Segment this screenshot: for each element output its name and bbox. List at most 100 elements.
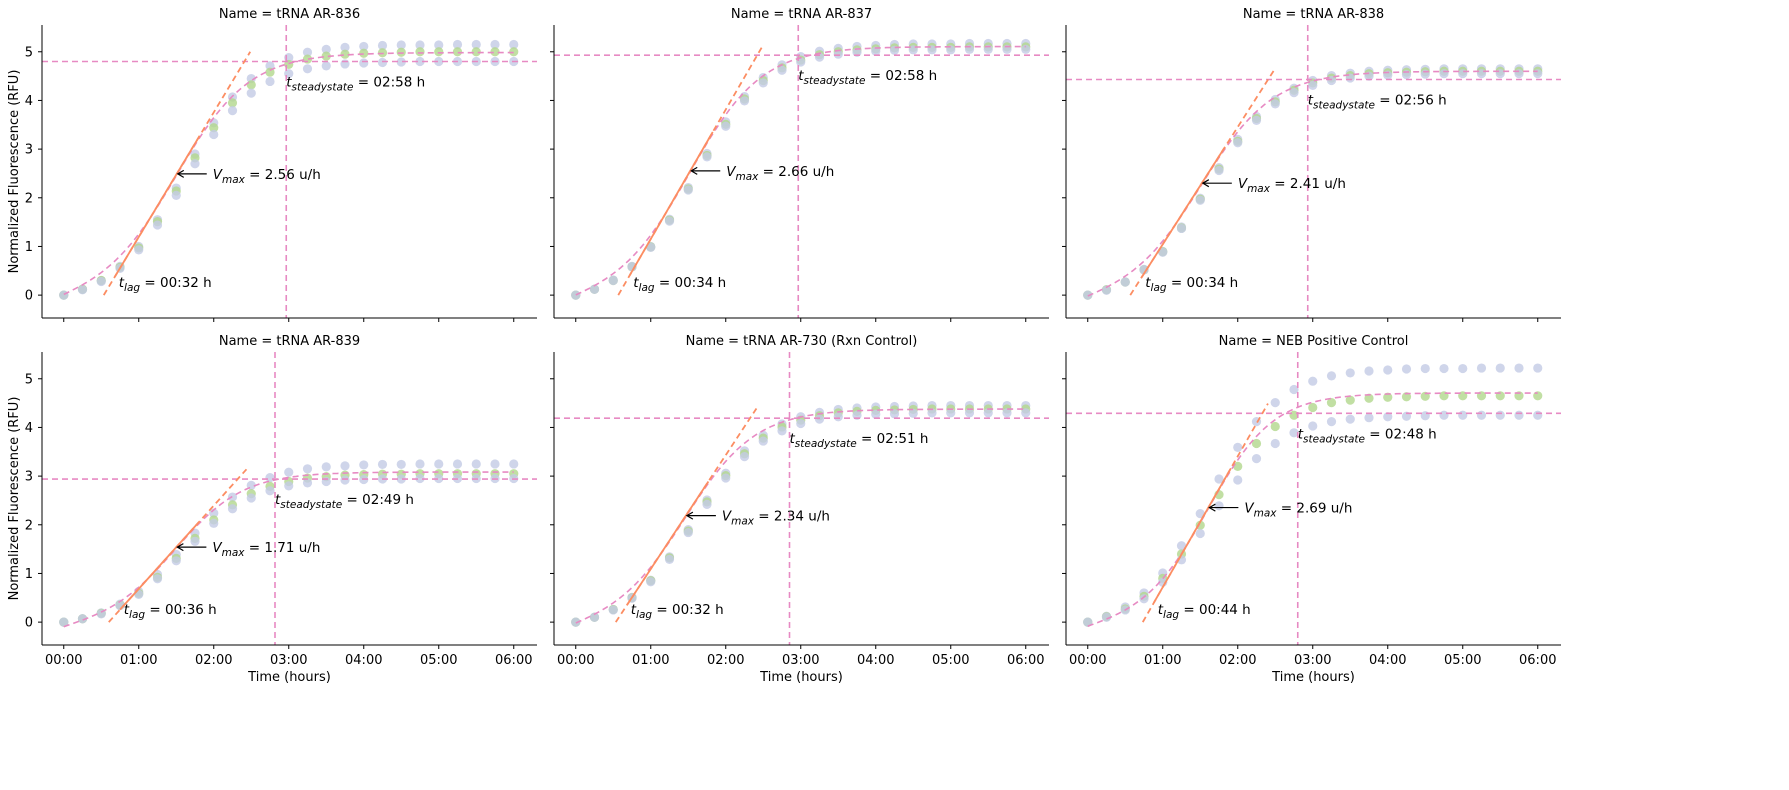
x-tick-label: 00:00 [45, 653, 82, 668]
vmax-fit-segment [119, 521, 200, 611]
data-point [1476, 69, 1487, 79]
data-point [1514, 69, 1524, 79]
x-tick-label: 02:00 [707, 653, 744, 668]
vmax-label-symbol: V [1244, 501, 1255, 517]
data-point [1101, 612, 1112, 622]
data-point [871, 46, 881, 56]
data-point [1251, 438, 1262, 449]
data-point [1270, 438, 1280, 449]
data-point [265, 472, 275, 483]
plot-area [1066, 352, 1561, 645]
data-point [359, 41, 369, 52]
t-steadystate-label-value: 02:49 h [362, 492, 414, 508]
data-point [377, 40, 388, 51]
data-point [471, 47, 481, 57]
data-point [1195, 528, 1205, 539]
data-point [415, 459, 425, 469]
data-point [833, 412, 843, 422]
data-point [946, 408, 956, 418]
data-point [1083, 617, 1093, 627]
t-steadystate-label-equals: = [1365, 426, 1385, 442]
data-point [1383, 412, 1393, 422]
data-point [721, 473, 731, 483]
x-tick-label: 00:00 [1069, 653, 1106, 668]
data-point [509, 39, 519, 50]
t-lag-label-subscript: lag [1163, 609, 1179, 621]
y-tick-label: 0 [25, 616, 33, 631]
data-point [664, 216, 675, 226]
fit-curve [575, 408, 1026, 624]
series-3 [571, 44, 1031, 300]
vmax-fit-segment [114, 136, 201, 277]
data-point [321, 44, 331, 54]
data-point [721, 121, 731, 131]
data-point [377, 57, 388, 68]
vmax-label-value: 2.69 u/h [1296, 501, 1352, 517]
data-point [1021, 408, 1031, 418]
t-lag-label-symbol: t [119, 275, 125, 291]
x-tick-label: 05:00 [1444, 653, 1481, 668]
x-axis-label: Time (hours) [1271, 670, 1355, 685]
panel-title: Name = tRNA AR-839 [219, 334, 360, 349]
data-point [1326, 416, 1337, 427]
data-point [321, 462, 331, 472]
data-point [1514, 363, 1524, 373]
data-point [490, 459, 500, 469]
data-point [415, 473, 425, 484]
data-point [434, 47, 444, 57]
plot-area [554, 25, 1049, 318]
plot-area [1066, 25, 1561, 318]
data-point [1233, 138, 1243, 148]
panel-title: Name = tRNA AR-836 [219, 7, 360, 22]
t-lag-label-equals: = [140, 275, 160, 291]
data-point [664, 554, 675, 564]
data-point [1326, 398, 1337, 408]
data-point [246, 80, 256, 90]
data-point [377, 459, 388, 470]
y-axis-label: Normalized Fluorescence (RFU) [7, 397, 22, 601]
x-tick-label: 01:00 [120, 653, 157, 668]
t-lag-label-subscript: lag [1151, 282, 1167, 294]
vmax-label-equals: = [245, 540, 265, 556]
y-tick-label: 4 [25, 94, 33, 109]
data-point [265, 61, 275, 71]
vmax-label-subscript: max [1254, 508, 1278, 520]
plot-area [42, 25, 537, 318]
data-point [683, 527, 693, 538]
data-point [1308, 421, 1318, 431]
vmax-label-symbol: V [1238, 176, 1249, 192]
t-steadystate-label-subscript: steadystate [1313, 100, 1375, 112]
data-point [927, 408, 937, 418]
t-steadystate-label-subscript: steadystate [795, 438, 857, 450]
vmax-label: Vmax = 2.56 u/h [213, 167, 321, 186]
data-point [1495, 410, 1505, 420]
data-point [209, 123, 219, 133]
data-point [589, 612, 600, 622]
data-point [1495, 363, 1505, 373]
vmax-label: Vmax = 2.69 u/h [1244, 501, 1352, 520]
vmax-label-value: 1.71 u/h [264, 540, 320, 556]
panel-title: Name = tRNA AR-838 [1243, 7, 1384, 22]
vmax-label-subscript: max [735, 171, 759, 183]
t-steadystate-label-subscript: steadystate [280, 499, 342, 511]
data-point [434, 459, 444, 469]
t-steadystate-label-symbol: t [275, 492, 281, 508]
y-tick-label: 2 [25, 191, 33, 206]
data-point [302, 64, 313, 74]
data-point [1345, 414, 1355, 424]
t-lag-label-equals: = [655, 275, 675, 291]
x-tick-label: 05:00 [420, 653, 457, 668]
data-point [608, 605, 618, 615]
t-steadystate-label: tsteadystate = 02:51 h [790, 431, 929, 450]
t-steadystate-label-symbol: t [1298, 426, 1304, 442]
data-point [190, 536, 200, 546]
data-point [908, 408, 918, 418]
t-steadystate-label-equals: = [1375, 93, 1395, 109]
data-point [284, 467, 294, 477]
arrowhead-icon [176, 543, 184, 552]
t-steadystate-label: tsteadystate = 02:49 h [275, 492, 414, 511]
vmax-label-equals: = [1270, 176, 1290, 192]
